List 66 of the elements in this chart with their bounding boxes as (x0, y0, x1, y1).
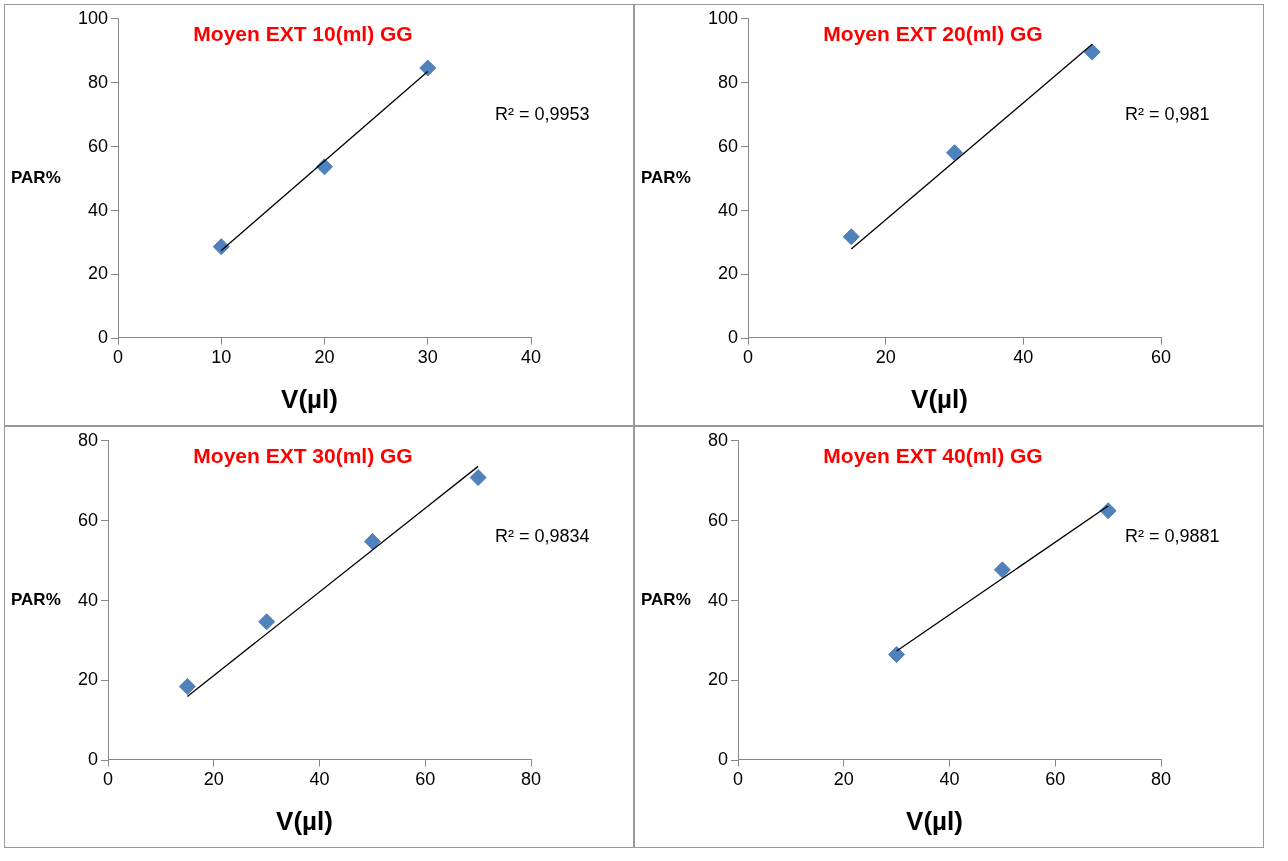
chart-title: Moyen EXT 10(ml) GG (193, 22, 413, 46)
y-tick-label: 100 (77, 7, 109, 28)
y-axis-title: PAR% (641, 590, 691, 610)
point (258, 613, 276, 631)
annotation: R² = 0,9881 (1125, 525, 1220, 546)
x-tick-label: 10 (211, 347, 232, 368)
point (212, 238, 230, 256)
y-tick-label: 20 (88, 263, 109, 284)
y-tick-label: 80 (88, 71, 109, 92)
x-tick-label: 40 (309, 769, 330, 790)
x-tick-label: 40 (1013, 347, 1034, 368)
y-tick-label: 20 (707, 669, 729, 690)
annotation: R² = 0,981 (1125, 103, 1210, 124)
y-tick-label: 80 (718, 71, 739, 92)
y-axis-title: PAR% (11, 590, 61, 610)
x-axis-title: V(µl) (911, 384, 968, 415)
y-tick-label: 60 (88, 135, 109, 156)
x-tick-label: 0 (743, 347, 754, 368)
chart-title: Moyen EXT 40(ml) GG (823, 444, 1043, 468)
x-tick-label: 60 (1045, 769, 1066, 790)
x-tick-label: 40 (939, 769, 960, 790)
y-tick-label: 40 (88, 199, 109, 220)
x-tick-label: 20 (833, 769, 854, 790)
y-tick-label: 40 (718, 199, 739, 220)
y-tick-label: 80 (77, 429, 99, 450)
point (469, 469, 487, 487)
x-tick-label: 20 (875, 347, 896, 368)
annotation: R² = 0,9834 (495, 525, 590, 546)
y-tick-label: 60 (718, 135, 739, 156)
y-tick-label: 60 (707, 509, 729, 530)
chart-title: Moyen EXT 30(ml) GG (193, 444, 413, 468)
x-tick-label: 0 (113, 347, 124, 368)
y-tick-label: 100 (707, 7, 739, 28)
y-tick-label: 20 (718, 263, 739, 284)
point (993, 561, 1011, 579)
point (419, 59, 437, 77)
y-tick-label: 40 (707, 589, 729, 610)
y-axis-title: PAR% (641, 168, 691, 188)
annotation: R² = 0,9953 (495, 103, 590, 124)
point (1083, 43, 1101, 61)
x-tick-label: 40 (520, 347, 542, 368)
point (842, 228, 860, 246)
x-tick-label: 80 (520, 769, 542, 790)
point (178, 677, 196, 695)
y-tick-label: 40 (77, 589, 99, 610)
x-tick-label: 60 (415, 769, 436, 790)
x-axis-title: V(µl) (276, 806, 333, 837)
point (888, 646, 906, 664)
point (946, 144, 964, 162)
x-tick-label: 80 (1150, 769, 1172, 790)
y-tick-label: 0 (88, 749, 99, 770)
x-tick-label: 30 (417, 347, 438, 368)
x-axis-title: V(µl) (281, 384, 338, 415)
point (363, 532, 381, 550)
x-axis-title: V(µl) (906, 806, 963, 837)
y-tick-label: 20 (77, 669, 99, 690)
y-axis-title: PAR% (11, 168, 61, 188)
x-tick-label: 20 (314, 347, 335, 368)
y-tick-label: 60 (77, 509, 99, 530)
x-tick-label: 20 (203, 769, 224, 790)
y-tick-label: 0 (718, 749, 729, 770)
chart-title: Moyen EXT 20(ml) GG (823, 22, 1043, 46)
y-tick-label: 80 (707, 429, 729, 450)
y-tick-label: 0 (98, 327, 109, 348)
x-tick-label: 60 (1150, 347, 1172, 368)
y-tick-label: 0 (728, 327, 739, 348)
